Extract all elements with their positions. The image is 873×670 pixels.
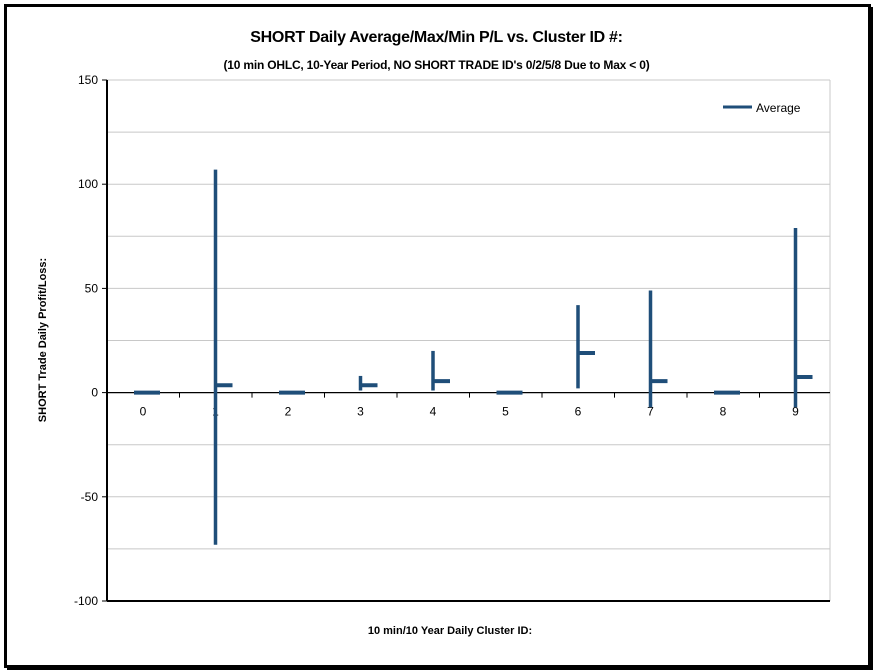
x-tick-label: 2 <box>285 405 292 419</box>
x-tick-label: 4 <box>430 405 437 419</box>
x-tick-label: 8 <box>720 405 727 419</box>
x-tick-label: 7 <box>647 405 654 419</box>
x-tick-label: 6 <box>575 405 582 419</box>
legend-label-average: Average <box>756 101 801 115</box>
y-tick-label: 50 <box>85 281 99 295</box>
y-tick-label: 0 <box>91 386 98 400</box>
legend: Average <box>723 101 801 115</box>
gridlines <box>107 79 831 602</box>
y-tick-label: -100 <box>74 594 98 608</box>
x-tick-label: 9 <box>792 405 799 419</box>
y-tick-label: 100 <box>78 177 98 191</box>
series-hilo-marks <box>134 169 813 545</box>
x-tick-labels: 0123456789 <box>140 405 800 419</box>
axes <box>102 79 830 602</box>
y-tick-labels: -100 -50 0 50 100 150 <box>74 73 98 608</box>
chart-subtitle: (10 min OHLC, 10-Year Period, NO SHORT T… <box>223 58 650 72</box>
y-tick-label: -50 <box>81 490 99 504</box>
x-tick-label: 0 <box>140 405 147 419</box>
y-tick-label: 150 <box>78 73 98 87</box>
chart-frame <box>4 4 871 668</box>
x-tick-label: 3 <box>357 405 364 419</box>
y-axis-label: SHORT Trade Daily Profit/Loss: <box>37 257 49 423</box>
x-tick-label: 5 <box>502 405 509 419</box>
x-axis-label: 10 min/10 Year Daily Cluster ID: <box>367 625 533 637</box>
chart-title: SHORT Daily Average/Max/Min P/L vs. Clus… <box>250 29 623 46</box>
